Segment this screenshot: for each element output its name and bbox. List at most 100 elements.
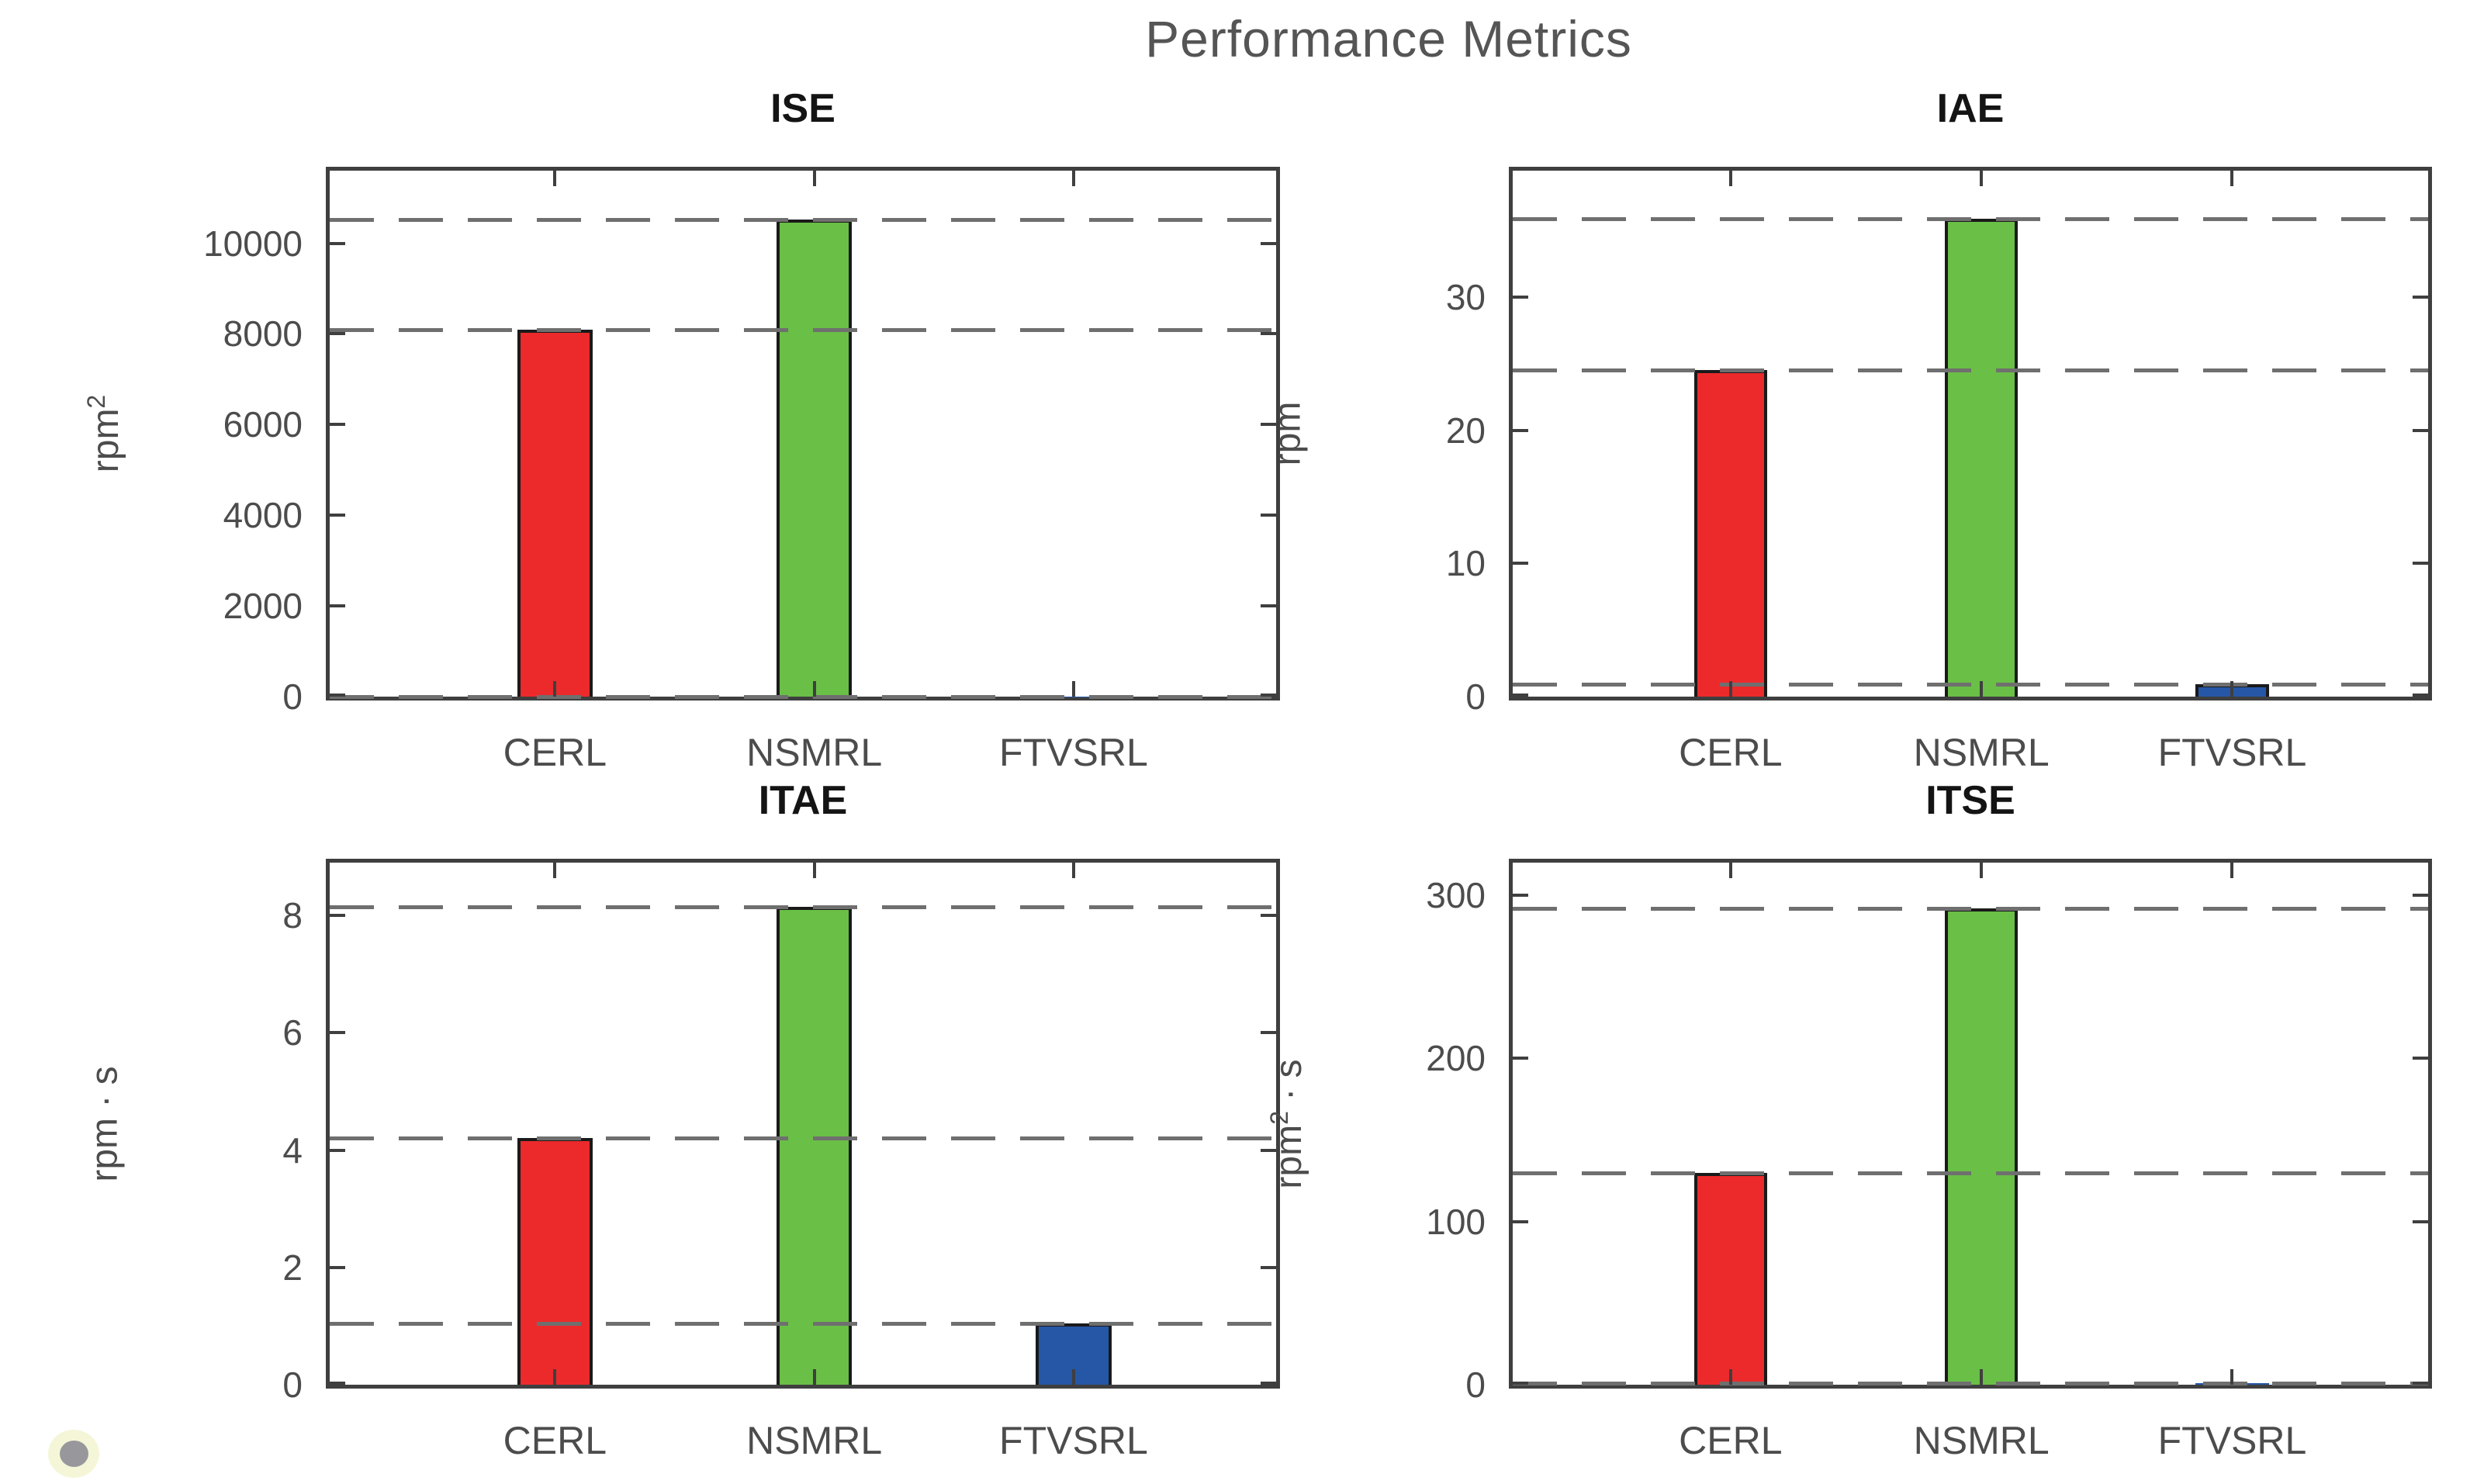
bar-itae-cerl: [517, 1138, 593, 1385]
x-tick-label-cerl: CERL: [503, 1419, 607, 1462]
y-tick-label: 4: [282, 1129, 303, 1171]
y-tick-label: 20: [1445, 410, 1486, 451]
x-tick-label-nsmrl: NSMRL: [1913, 731, 2050, 774]
reference-dashed-line: [330, 1136, 1276, 1141]
y-tick-label: 10000: [203, 223, 303, 264]
y-tick-mark: [330, 1265, 345, 1269]
bar-ise-cerl: [517, 329, 593, 697]
cursor-dot: [60, 1441, 88, 1467]
y-tick-label: 0: [282, 1365, 303, 1405]
subplot-title-itse: ITSE: [1925, 778, 2015, 823]
y-tick-mark: [1261, 694, 1276, 697]
x-tick-mark: [1980, 863, 1984, 878]
y-tick-label: 100: [1426, 1201, 1486, 1242]
x-tick-mark: [812, 681, 816, 697]
y-tick-label: 8000: [223, 313, 303, 355]
x-tick-mark: [1728, 863, 1732, 878]
y-tick-mark: [2413, 894, 2428, 898]
y-tick-mark: [2413, 428, 2428, 432]
figure-title: Performance Metrics: [1145, 10, 1632, 67]
y-tick-mark: [1261, 423, 1276, 427]
y-tick-mark: [1261, 604, 1276, 608]
x-tick-label-nsmrl: NSMRL: [746, 731, 883, 774]
y-tick-mark: [1513, 1382, 1528, 1385]
x-tick-mark: [812, 1369, 816, 1385]
y-tick-label: 6000: [223, 404, 303, 445]
x-tick-mark: [1071, 1369, 1075, 1385]
axes-iae: [1509, 167, 2432, 700]
y-tick-label: 300: [1426, 875, 1486, 916]
x-tick-mark: [1728, 171, 1732, 186]
x-tick-mark: [2230, 863, 2234, 878]
reference-dashed-line: [330, 1321, 1276, 1326]
x-tick-mark: [553, 171, 557, 186]
reference-dashed-line: [1513, 216, 2428, 221]
y-tick-mark: [2413, 694, 2428, 697]
x-tick-mark: [553, 863, 557, 878]
axes-itae: [326, 859, 1280, 1389]
x-tick-mark: [553, 681, 557, 697]
x-tick-label-ftvsrl: FTVSRL: [999, 1419, 1148, 1462]
reference-dashed-line: [1513, 682, 2428, 687]
x-tick-mark: [2230, 1369, 2234, 1385]
x-tick-mark: [553, 1369, 557, 1385]
y-tick-mark: [1261, 1148, 1276, 1152]
y-tick-mark: [1513, 428, 1528, 432]
bar-iae-cerl: [1693, 370, 1768, 697]
x-tick-mark: [812, 863, 816, 878]
x-tick-mark: [1728, 1369, 1732, 1385]
x-tick-mark: [2230, 681, 2234, 697]
y-tick-label: 2: [282, 1247, 303, 1288]
y-tick-mark: [330, 423, 345, 427]
y-tick-mark: [1261, 914, 1276, 918]
bar-itae-nsmrl: [776, 906, 853, 1385]
x-tick-mark: [1071, 681, 1075, 697]
bar-itse-nsmrl: [1944, 908, 2019, 1385]
x-tick-mark: [812, 171, 816, 186]
y-tick-mark: [330, 1382, 345, 1385]
y-tick-label: 0: [282, 676, 303, 717]
x-tick-label-ftvsrl: FTVSRL: [999, 731, 1148, 774]
reference-dashed-line: [1513, 906, 2428, 911]
subplot-title-ise: ISE: [770, 86, 835, 131]
y-tick-mark: [1261, 514, 1276, 517]
x-tick-label-cerl: CERL: [503, 731, 607, 774]
y-tick-label: 10: [1445, 543, 1486, 584]
x-tick-mark: [1071, 863, 1075, 878]
axes-itse: [1509, 859, 2432, 1389]
reference-dashed-line: [1513, 1381, 2428, 1385]
reference-dashed-line: [1513, 368, 2428, 373]
y-tick-label: 2000: [223, 586, 303, 627]
y-tick-mark: [1261, 1265, 1276, 1269]
x-tick-label-nsmrl: NSMRL: [746, 1419, 883, 1462]
y-tick-label: 0: [1465, 1365, 1486, 1405]
y-tick-mark: [1261, 241, 1276, 245]
y-tick-mark: [330, 1031, 345, 1035]
y-tick-mark: [1513, 894, 1528, 898]
x-tick-mark: [1980, 171, 1984, 186]
subplot-title-iae: IAE: [1936, 86, 2005, 131]
y-tick-mark: [1261, 332, 1276, 336]
y-tick-mark: [330, 514, 345, 517]
y-tick-mark: [330, 694, 345, 697]
reference-dashed-line: [330, 218, 1276, 223]
x-tick-label-nsmrl: NSMRL: [1913, 1419, 2050, 1462]
subplot-title-itae: ITAE: [758, 778, 848, 823]
y-tick-mark: [330, 241, 345, 245]
x-tick-label-ftvsrl: FTVSRL: [2157, 1419, 2307, 1462]
reference-dashed-line: [1513, 1171, 2428, 1175]
y-tick-label: 30: [1445, 277, 1486, 318]
y-tick-mark: [2413, 1219, 2428, 1223]
x-tick-mark: [1728, 681, 1732, 697]
x-tick-label-cerl: CERL: [1679, 1419, 1783, 1462]
y-tick-mark: [330, 914, 345, 918]
y-tick-mark: [1261, 1031, 1276, 1035]
x-tick-mark: [1980, 1369, 1984, 1385]
x-tick-mark: [1071, 171, 1075, 186]
x-tick-mark: [1980, 681, 1984, 697]
axes-ise: [326, 167, 1280, 700]
y-tick-label: 6: [282, 1012, 303, 1053]
y-tick-label: 0: [1465, 676, 1486, 717]
y-tick-mark: [330, 604, 345, 608]
y-tick-mark: [1513, 1219, 1528, 1223]
